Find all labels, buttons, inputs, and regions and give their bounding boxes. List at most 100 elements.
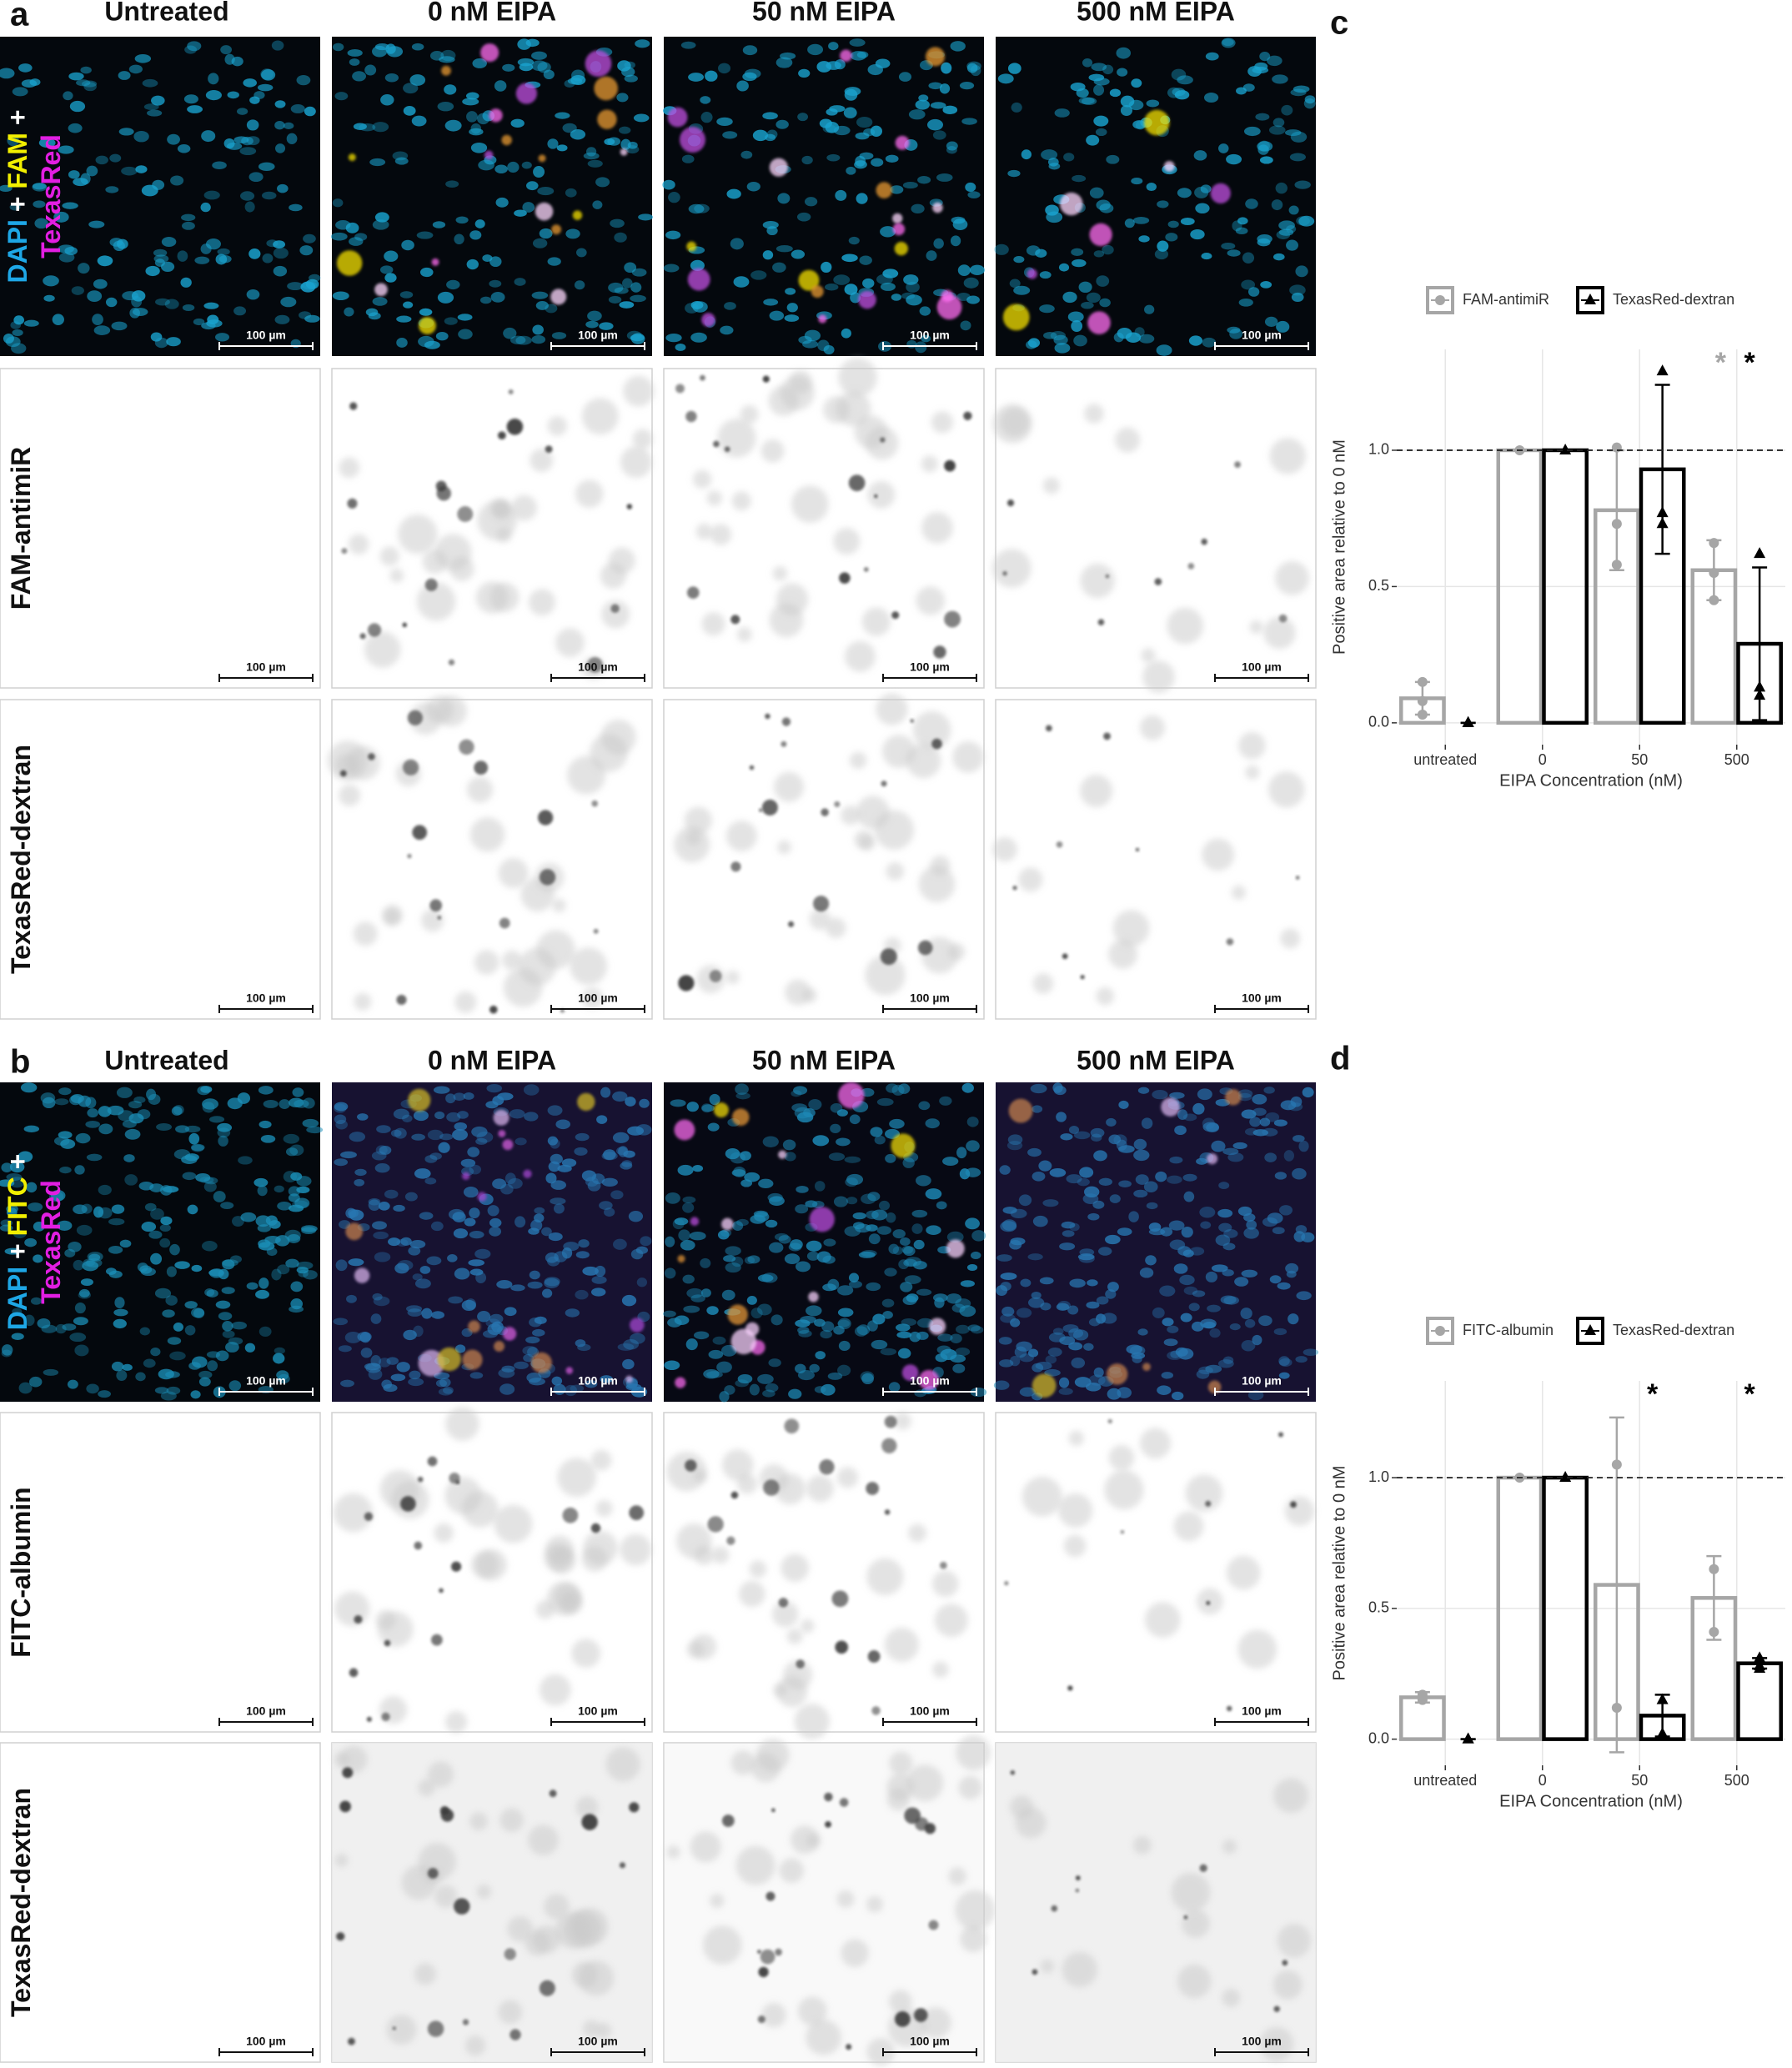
haze xyxy=(464,2035,486,2056)
nucleus xyxy=(76,79,91,87)
nucleus xyxy=(384,273,397,283)
nucleus xyxy=(222,1259,235,1270)
x-axis-label: EIPA Concentration (nM) xyxy=(1499,771,1683,790)
haze xyxy=(418,1842,456,1881)
nucleus xyxy=(903,1258,917,1267)
nucleus xyxy=(1078,281,1092,294)
nucleus xyxy=(630,334,645,342)
nucleus xyxy=(662,179,675,190)
nucleus xyxy=(1284,129,1302,137)
nucleus xyxy=(63,91,73,101)
nucleus xyxy=(551,332,567,339)
spot xyxy=(504,1948,516,1960)
nucleus xyxy=(612,1132,630,1143)
haze xyxy=(583,2020,600,2037)
haze xyxy=(502,950,522,971)
legend-key xyxy=(1426,286,1454,314)
nucleus xyxy=(244,1343,256,1353)
plot-area xyxy=(1398,364,1784,727)
row-label-part: FAM xyxy=(3,133,33,189)
nucleus xyxy=(43,294,55,302)
nucleus xyxy=(435,331,449,341)
spot xyxy=(1273,2005,1280,2012)
nucleus xyxy=(198,1370,213,1379)
nucleus xyxy=(200,1086,213,1093)
row-label-part: DAPI xyxy=(3,219,33,283)
nucleus xyxy=(6,1204,18,1213)
nucleus xyxy=(208,1116,225,1123)
nucleus xyxy=(933,1293,948,1303)
column-header: 500 nM EIPA xyxy=(1077,0,1235,26)
nucleus xyxy=(1241,1339,1256,1352)
haze xyxy=(692,469,712,489)
spot xyxy=(581,1814,598,1830)
nucleus xyxy=(273,265,288,277)
nucleus xyxy=(1283,1150,1295,1162)
nucleus xyxy=(849,1114,861,1125)
nucleus xyxy=(122,1120,137,1128)
nucleus xyxy=(791,1090,802,1097)
spot xyxy=(593,928,599,934)
nucleus xyxy=(372,122,389,133)
haze xyxy=(581,398,619,435)
nucleus xyxy=(408,1378,424,1387)
image-content xyxy=(339,375,655,680)
nucleus xyxy=(1273,1328,1288,1336)
nucleus xyxy=(466,111,478,123)
haze xyxy=(774,771,805,802)
spot xyxy=(866,1482,879,1495)
haze xyxy=(931,411,954,434)
nucleus xyxy=(20,1082,38,1093)
haze xyxy=(1142,660,1175,693)
nucleus xyxy=(400,1237,412,1246)
nucleus xyxy=(614,232,627,243)
nucleus xyxy=(167,133,180,145)
uptake-spot xyxy=(730,1328,757,1355)
nucleus xyxy=(841,328,851,339)
uptake-spot xyxy=(565,1367,574,1374)
haze xyxy=(386,2015,417,2045)
haze xyxy=(921,512,953,544)
nucleus xyxy=(1105,1234,1121,1245)
nucleus xyxy=(1069,1278,1086,1288)
nucleus xyxy=(187,1204,198,1215)
nucleus xyxy=(585,1379,598,1388)
nucleus xyxy=(357,1332,372,1343)
nucleus xyxy=(971,1230,986,1242)
haze xyxy=(690,1634,717,1660)
nucleus xyxy=(153,248,168,257)
uptake-spot xyxy=(892,213,903,224)
nucleus xyxy=(521,161,532,169)
nucleus xyxy=(834,59,846,70)
legend-item: FAM-antimiR xyxy=(1426,286,1549,314)
nucleus xyxy=(74,1165,85,1175)
haze xyxy=(786,1629,803,1644)
uptake-spot xyxy=(811,285,824,299)
spot xyxy=(366,1716,372,1722)
spot xyxy=(591,800,599,807)
nucleus xyxy=(866,1282,881,1292)
nucleus xyxy=(433,1086,450,1094)
haze xyxy=(684,806,712,835)
nucleus xyxy=(489,1217,502,1227)
nucleus xyxy=(576,248,587,258)
nucleus xyxy=(1207,1304,1221,1313)
nucleus xyxy=(471,1126,488,1137)
uptake-spot xyxy=(530,1352,552,1373)
nucleus xyxy=(384,1189,399,1199)
data-point xyxy=(1611,1703,1622,1714)
nucleus xyxy=(765,1383,779,1393)
nucleus xyxy=(299,311,312,319)
nucleus xyxy=(68,170,80,179)
scale-bar-label: 100 µm xyxy=(910,660,950,674)
nucleus xyxy=(1109,1194,1121,1203)
nucleus xyxy=(925,1118,940,1129)
nucleus xyxy=(747,1255,760,1264)
nucleus xyxy=(215,333,230,342)
nucleus xyxy=(87,290,103,302)
spot xyxy=(1278,1432,1283,1438)
uptake-spot xyxy=(679,127,705,153)
haze xyxy=(434,1523,454,1543)
legend-label: FITC-albumin xyxy=(1463,1322,1554,1338)
nucleus xyxy=(1202,1122,1219,1132)
